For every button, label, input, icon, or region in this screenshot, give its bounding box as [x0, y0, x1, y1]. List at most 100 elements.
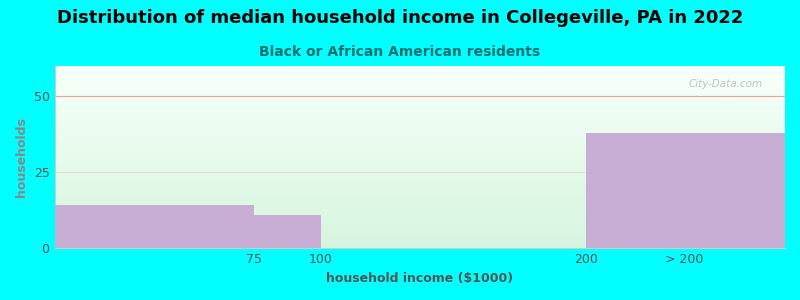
Bar — [55, 109, 785, 110]
Bar — [55, 182, 785, 183]
Bar — [55, 185, 785, 186]
Bar — [55, 166, 785, 167]
Bar — [55, 114, 785, 115]
Bar — [55, 226, 785, 227]
Text: Distribution of median household income in Collegeville, PA in 2022: Distribution of median household income … — [57, 9, 743, 27]
Bar — [55, 188, 785, 189]
Bar — [55, 171, 785, 172]
Bar — [55, 158, 785, 159]
Bar — [55, 173, 785, 174]
Bar — [55, 213, 785, 214]
Bar — [55, 238, 785, 239]
Bar — [55, 160, 785, 161]
Bar — [55, 94, 785, 95]
Bar — [55, 111, 785, 112]
Bar — [55, 131, 785, 132]
Bar — [55, 245, 785, 246]
Bar — [55, 110, 785, 111]
Bar — [55, 84, 785, 85]
Bar — [55, 198, 785, 199]
Text: Black or African American residents: Black or African American residents — [259, 45, 541, 59]
Bar — [55, 192, 785, 193]
Bar — [55, 163, 785, 164]
Bar — [55, 191, 785, 192]
Bar — [55, 122, 785, 123]
Bar — [55, 113, 785, 114]
Bar — [55, 149, 785, 150]
Bar — [55, 206, 254, 248]
Bar — [55, 107, 785, 108]
Bar — [55, 230, 785, 231]
Bar — [55, 167, 785, 168]
Bar — [55, 117, 785, 118]
Bar — [55, 66, 785, 67]
Bar — [55, 138, 785, 139]
Bar — [55, 164, 785, 165]
Bar — [55, 201, 785, 202]
Bar — [55, 211, 785, 212]
Bar — [55, 176, 785, 177]
Bar — [55, 141, 785, 142]
Bar — [55, 100, 785, 101]
Bar — [55, 139, 785, 140]
Bar — [55, 219, 785, 220]
Bar — [55, 232, 785, 233]
Bar — [55, 214, 785, 215]
Bar — [55, 175, 785, 176]
Bar — [55, 91, 785, 92]
Bar — [55, 165, 785, 166]
X-axis label: household income ($1000): household income ($1000) — [326, 272, 514, 285]
Bar — [55, 216, 785, 217]
Bar — [55, 222, 785, 223]
Bar — [55, 190, 785, 191]
Bar — [55, 168, 785, 169]
Bar — [55, 236, 785, 237]
Bar — [55, 237, 785, 238]
Text: City-Data.com: City-Data.com — [689, 79, 763, 89]
Bar — [55, 132, 785, 133]
Bar — [586, 133, 785, 248]
Bar — [55, 143, 785, 144]
Bar — [55, 78, 785, 79]
Bar — [55, 89, 785, 90]
Bar — [55, 202, 785, 203]
Bar — [55, 125, 785, 126]
Bar — [55, 79, 785, 80]
Bar — [55, 231, 785, 232]
Bar — [55, 104, 785, 105]
Bar — [55, 199, 785, 200]
Bar — [55, 202, 785, 203]
Bar — [55, 195, 785, 196]
Bar — [55, 162, 785, 163]
Bar — [55, 106, 785, 107]
Bar — [55, 246, 785, 247]
Bar — [55, 194, 785, 195]
Bar — [55, 148, 785, 149]
Bar — [55, 228, 785, 229]
Bar — [55, 239, 785, 240]
Bar — [55, 93, 785, 94]
Bar — [254, 214, 321, 248]
Bar — [55, 157, 785, 158]
Bar — [55, 134, 785, 135]
Bar — [55, 135, 785, 136]
Bar — [55, 170, 785, 171]
Bar — [55, 88, 785, 89]
Bar — [55, 244, 785, 245]
Bar — [55, 160, 785, 161]
Bar — [55, 137, 785, 138]
Bar — [55, 101, 785, 102]
Bar — [55, 186, 785, 187]
Bar — [55, 81, 785, 82]
Bar — [55, 187, 785, 188]
Bar — [55, 95, 785, 96]
Bar — [55, 71, 785, 72]
Bar — [55, 140, 785, 141]
Bar — [55, 225, 785, 226]
Y-axis label: households: households — [15, 117, 28, 197]
Bar — [55, 82, 785, 83]
Bar — [55, 92, 785, 93]
Bar — [55, 172, 785, 173]
Bar — [55, 130, 785, 131]
Bar — [55, 154, 785, 155]
